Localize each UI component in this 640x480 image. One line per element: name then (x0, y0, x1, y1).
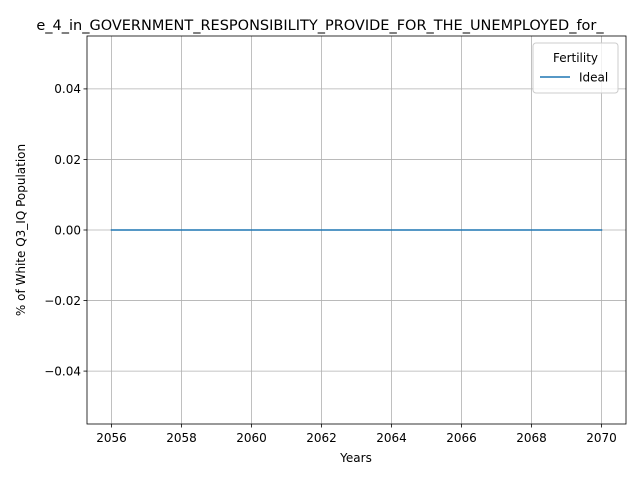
legend-label-ideal: Ideal (579, 71, 608, 85)
x-tick-label: 2064 (376, 431, 407, 445)
x-tick-label: 2062 (306, 431, 337, 445)
x-axis-label: Years (339, 451, 372, 465)
y-axis-label: % of White Q3_IQ Population (14, 144, 28, 316)
x-tick-label: 2070 (586, 431, 617, 445)
chart-title: e_4_in_GOVERNMENT_RESPONSIBILITY_PROVIDE… (36, 18, 604, 34)
y-tick-label: 0.04 (54, 82, 81, 96)
legend-frame (532, 42, 619, 94)
y-tick-label: −0.04 (44, 364, 81, 378)
x-tick-label: 2060 (236, 431, 267, 445)
x-tick-label: 2068 (516, 431, 547, 445)
y-tick-label: 0.02 (54, 153, 81, 167)
legend-title: Fertility (553, 51, 598, 65)
y-tick-label: 0.00 (54, 223, 81, 237)
axis-ticks: 2056 2058 2060 2062 2064 2066 2068 2070 −0.04 −0.… (44, 82, 617, 445)
x-tick-label: 2066 (446, 431, 477, 445)
x-tick-label: 2058 (166, 431, 197, 445)
x-tick-label: 2056 (96, 431, 127, 445)
legend: Fertility Ideal (532, 42, 619, 94)
y-tick-label: −0.02 (44, 294, 81, 308)
